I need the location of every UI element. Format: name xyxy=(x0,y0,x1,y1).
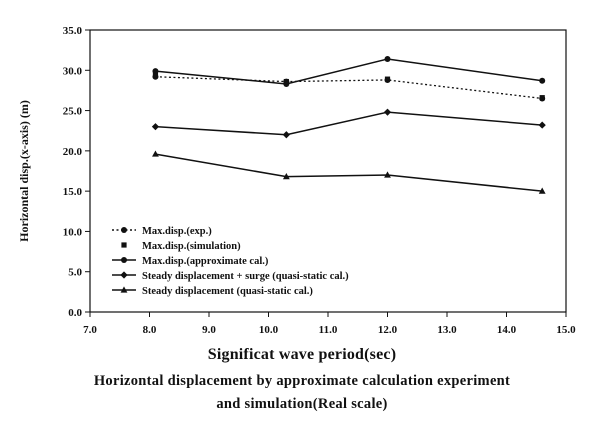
series-3 xyxy=(152,56,546,87)
data-point xyxy=(383,108,392,116)
x-tick-label: 9.0 xyxy=(202,324,216,336)
legend-label: Max.disp.(approximate cal.) xyxy=(142,256,269,267)
series-1 xyxy=(152,73,546,102)
data-point xyxy=(538,121,546,129)
legend-item: Max.disp.(approximate cal.) xyxy=(112,256,269,267)
x-tick-label: 14.0 xyxy=(497,324,517,336)
legend-swatch-marker xyxy=(121,227,127,233)
legend-item: Max.disp.(exp.) xyxy=(112,226,212,237)
x-axis-title: Significat wave period(sec) xyxy=(207,346,397,363)
legend-label: Max.disp.(simulation) xyxy=(142,241,241,252)
data-point xyxy=(539,95,545,101)
legend-label: Steady displacement (quasi-static cal.) xyxy=(142,286,313,297)
y-tick-label: 5.0 xyxy=(68,267,82,279)
chart: Horizontal disp.(x-axis) (m) 7.0 8.0 9.0 10… xyxy=(17,25,576,336)
series-line xyxy=(155,153,543,192)
series-5 xyxy=(152,150,546,194)
legend-swatch-marker xyxy=(120,271,128,279)
data-point xyxy=(151,123,160,131)
data-point xyxy=(384,76,391,82)
y-tick-label: 10.0 xyxy=(63,226,83,238)
data-point xyxy=(538,187,546,194)
x-tick-label: 15.0 xyxy=(556,324,576,336)
data-point xyxy=(539,77,546,84)
legend-item: Steady displacement + surge (quasi-stati… xyxy=(112,271,349,282)
figure-caption-line-2: and simulation(Real scale) xyxy=(216,396,388,412)
y-axis-title-text: Horizontal disp.(x-axis) (m) xyxy=(17,100,31,242)
y-tick-label: 20.0 xyxy=(63,146,83,158)
y-tick-label: 15.0 xyxy=(63,186,83,198)
data-point xyxy=(152,150,159,157)
x-tick-label: 7.0 xyxy=(83,324,97,336)
legend-label: Max.disp.(exp.) xyxy=(142,226,212,237)
legend: Max.disp.(exp.) Max.disp.(simulation) Max.… xyxy=(112,226,349,297)
legend-item: Steady displacement (quasi-static cal.) xyxy=(112,286,313,297)
series-line xyxy=(155,76,543,100)
legend-swatch-marker xyxy=(121,257,127,263)
data-point xyxy=(384,171,391,178)
legend-swatch-marker xyxy=(121,242,127,248)
series-layer xyxy=(151,56,546,194)
series-line xyxy=(155,58,543,85)
legend-item: Max.disp.(simulation) xyxy=(121,241,241,252)
legend-label: Steady displacement + surge (quasi-stati… xyxy=(142,271,349,282)
x-tick-label: 12.0 xyxy=(378,324,398,336)
x-tick-label: 8.0 xyxy=(143,324,157,336)
data-point xyxy=(283,80,290,87)
ticks: 7.0 8.0 9.0 10.0 11.0 12.0 13.0 14.0 15.0 0.0 5.0 1… xyxy=(63,25,576,336)
series-line xyxy=(155,111,543,136)
y-tick-label: 25.0 xyxy=(63,106,83,118)
data-point xyxy=(282,131,290,139)
data-point xyxy=(152,72,159,78)
y-tick-label: 35.0 xyxy=(63,25,83,37)
y-tick-label: 0.0 xyxy=(68,307,82,319)
y-tick-label: 30.0 xyxy=(63,65,83,77)
x-tick-label: 10.0 xyxy=(259,324,279,336)
data-point xyxy=(282,173,290,180)
y-axis-title: Horizontal disp.(x-axis) (m) xyxy=(17,100,31,242)
figure-caption-line-1: Horizontal displacement by approximate c… xyxy=(93,373,511,389)
x-tick-label: 13.0 xyxy=(437,324,457,336)
data-point xyxy=(384,56,391,63)
legend-swatch-marker xyxy=(120,286,128,293)
series-4 xyxy=(151,108,546,139)
x-tick-label: 11.0 xyxy=(319,324,338,336)
data-point xyxy=(152,68,159,75)
